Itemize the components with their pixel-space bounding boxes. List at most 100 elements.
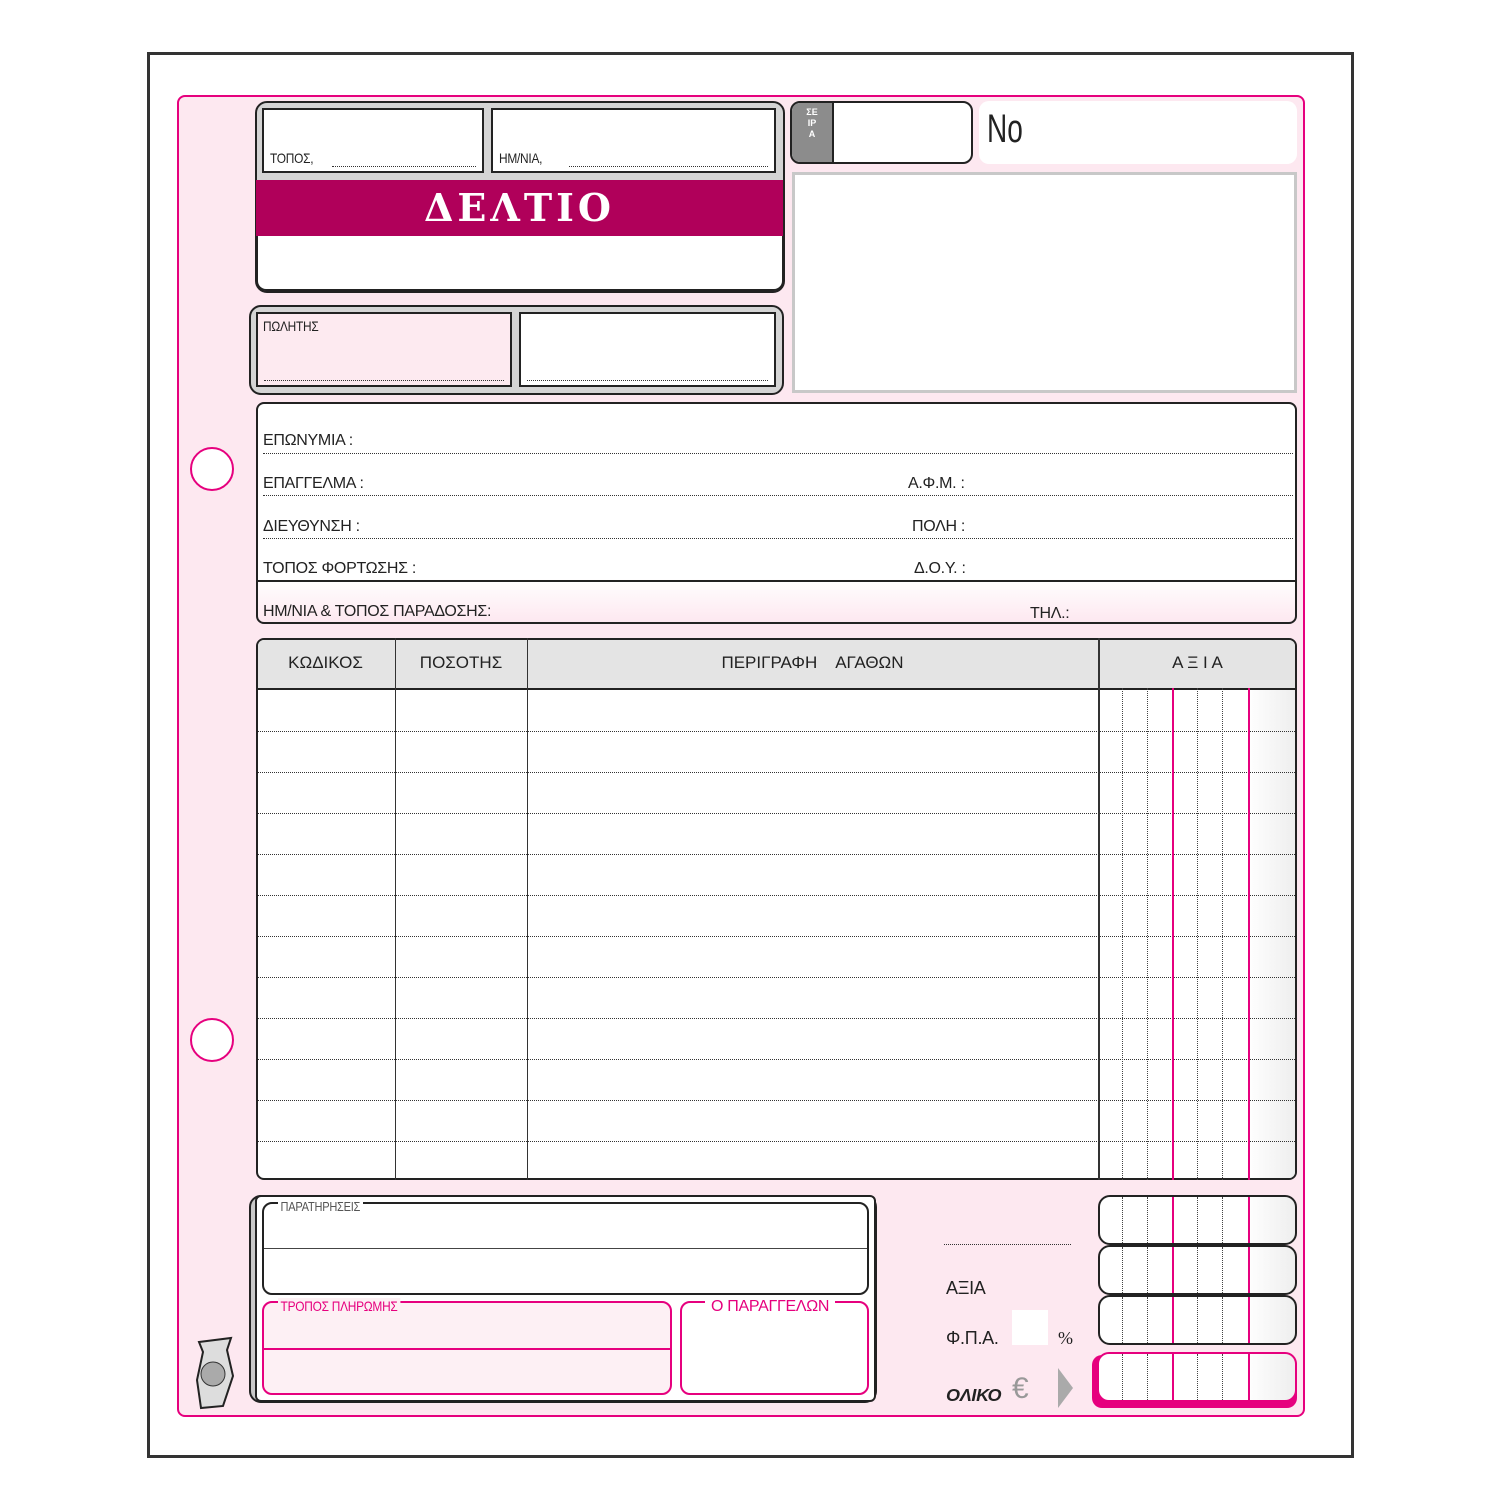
address-label: ΔΙΕΥΘΥΝΣΗ : [263,518,360,535]
header-value: Α Ξ Ι Α [1172,653,1223,672]
table-row[interactable] [256,852,1297,893]
number-label: No [987,107,1023,151]
column-divider [527,638,528,1180]
value-subcolumn [1122,688,1123,1180]
seller-label: ΠΩΛΗΤΗΣ [263,318,319,334]
customer-box [256,402,1297,624]
table-row[interactable] [256,811,1297,852]
series-field[interactable]: ΣΕΙΡΑ [790,101,973,164]
payment-line [264,1348,670,1350]
arrow-right-icon [1058,1368,1073,1408]
series-label: ΣΕΙΡΑ [806,107,818,139]
place-label: ΤΟΠΟΣ, [270,150,314,166]
value-subcolumn [1147,1297,1148,1343]
table-row-line [258,895,1295,896]
table-row-line [258,813,1295,814]
value-subcolumn [1222,688,1223,1180]
table-row-line [258,1018,1295,1019]
euro-icon: € [1012,1372,1029,1405]
value-subcolumn [1197,1247,1198,1293]
seller-dots [264,380,504,381]
value-subcolumn [1172,688,1174,1180]
value-subcolumn [1222,1247,1223,1293]
table-row[interactable] [256,934,1297,975]
remarks-field[interactable] [262,1202,869,1295]
table-row[interactable] [256,1139,1297,1180]
tax-office-label: Δ.Ο.Υ. : [914,560,966,577]
value-subcolumn [1172,1197,1174,1243]
place-dots [332,166,476,167]
value-subcolumn [1147,1247,1148,1293]
table-row-line [258,1059,1295,1060]
address-line[interactable] [263,538,1293,539]
table-row-line [258,854,1295,855]
vat-rate-field[interactable] [1012,1310,1048,1345]
profession-line[interactable] [263,495,1293,496]
table-row-line [258,731,1295,732]
value-subcolumn [1222,1197,1223,1243]
column-divider [395,638,396,1180]
table-row[interactable] [256,688,1297,729]
customer-name-line[interactable] [263,453,1293,454]
date-field[interactable]: ΗΜ/ΝΙΑ, [491,108,776,173]
table-row[interactable] [256,893,1297,934]
payment-field[interactable] [262,1301,672,1395]
value-label: ΑΞΙΑ [946,1278,986,1298]
table-row-line [258,772,1295,773]
delivery-label: ΗΜ/ΝΙΑ & ΤΟΠΟΣ ΠΑΡΑΔΟΣΗΣ: [263,603,492,620]
customer-divider [256,580,1297,582]
date-label: ΗΜ/ΝΙΑ, [499,150,543,166]
remarks-label: ΠΑΡΑΤΗΡΗΣΕΙΣ [278,1199,363,1214]
table-header [258,640,1295,690]
seller-code-field[interactable] [519,312,776,387]
value-subcolumn [1197,688,1198,1180]
value-subcolumn [1122,1354,1123,1400]
header-description: ΠΕΡΙΓΡΑΦΗ ΑΓΑΘΩΝ [721,653,904,672]
header-quantity: ΠΟΣΟΤΗΣ [419,653,503,672]
phone-label: ΤΗΛ.: [1030,605,1070,622]
header-code: ΚΩΔΙΚΟΣ [288,653,363,672]
value-subcolumn [1248,1297,1250,1343]
profession-label: ΕΠΑΓΓΕΛΜΑ : [263,475,364,492]
totals-dots [944,1244,1071,1245]
value-subcolumn [1222,1354,1223,1400]
table-row[interactable] [256,1016,1297,1057]
value-subcolumn [1172,1247,1174,1293]
value-subcolumn [1197,1354,1198,1400]
series-strip: ΣΕΙΡΑ [792,103,834,162]
table-row-line [258,936,1295,937]
value-subcolumn [1122,1247,1123,1293]
punch-hole [190,447,234,491]
total-label: ΟΛΙΚΟ [946,1385,1002,1405]
column-divider [1098,638,1100,1180]
value-subcolumn [1248,1247,1250,1293]
items-table [256,638,1297,1180]
table-row[interactable] [256,1057,1297,1098]
value-subcolumn [1248,1197,1250,1243]
shaded-column [1247,690,1295,1178]
table-row[interactable] [256,729,1297,770]
place-field[interactable]: ΤΟΠΟΣ, [262,108,484,173]
page-frame [147,52,1354,1458]
value-subcolumn [1222,1297,1223,1343]
customer-name-label: ΕΠΩΝΥΜΙΑ : [263,432,353,449]
value-subcolumn [1172,1354,1174,1400]
value-subcolumn [1122,1197,1123,1243]
seller-code-dots [527,380,768,381]
table-row-line [258,977,1295,978]
header-blank [256,236,784,291]
value-subcolumn [1147,1197,1148,1243]
value-subcolumn [1147,1354,1148,1400]
value-subcolumn [1248,1354,1250,1400]
orderer-label: Ο ΠΑΡΑΓΓΕΛΩΝ [705,1298,836,1316]
table-row[interactable] [256,975,1297,1016]
table-row-line [258,1141,1295,1142]
punch-hole [190,1018,234,1062]
seller-field[interactable]: ΠΩΛΗΤΗΣ [256,312,512,387]
table-row[interactable] [256,1098,1297,1139]
value-subcolumn [1197,1297,1198,1343]
vat-label: Φ.Π.Α. [946,1328,999,1348]
table-row[interactable] [256,770,1297,811]
remarks-line [264,1248,867,1249]
loading-place-label: ΤΟΠΟΣ ΦΟΡΤΩΣΗΣ : [263,560,417,577]
